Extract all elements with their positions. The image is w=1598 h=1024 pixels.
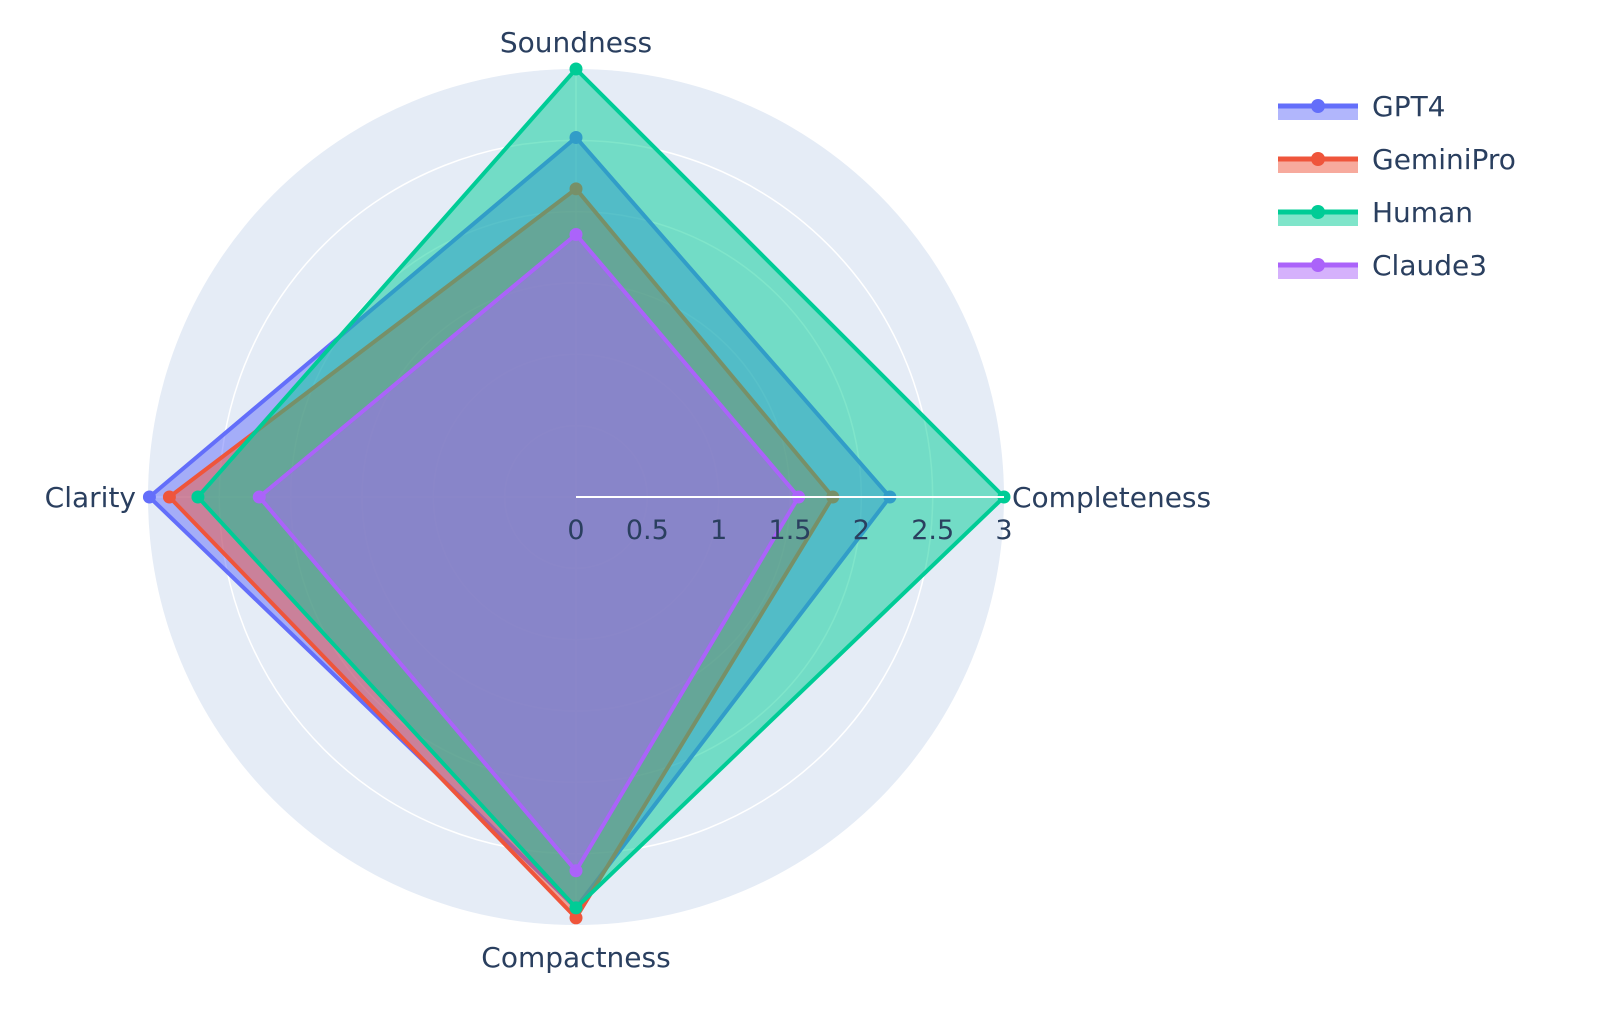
angular-labels: Completeness Soundness Clarity Compactness [45,26,1211,974]
radial-tick-label: 1 [710,515,727,546]
angular-label-completeness: Completeness [1012,481,1211,514]
angular-label-compactness: Compactness [481,941,670,974]
data-point-human-compactness[interactable] [569,901,583,915]
trace-claude3 [252,227,806,878]
legend-item-geminipro[interactable]: GeminiPro [1278,143,1516,176]
radial-tick-label: 1.5 [769,515,812,546]
legend-label: Claude3 [1372,249,1487,282]
traces [142,62,1011,925]
radial-axis: 0 0.5 1 1.5 2 2.5 3 [567,496,1013,546]
legend-item-gpt4[interactable]: GPT4 [1278,90,1446,123]
legend-item-claude3[interactable]: Claude3 [1278,249,1487,282]
data-point-claude3-soundness[interactable] [569,227,583,241]
legend-label: GPT4 [1372,90,1446,123]
radial-tick-label: 0 [567,515,584,546]
legend-label: Human [1372,196,1473,229]
legend-marker [1311,152,1325,166]
data-point-claude3-clarity[interactable] [252,490,266,504]
radial-tick-label: 2 [853,515,870,546]
data-point-human-clarity[interactable] [191,490,205,504]
radial-tick-label: 0.5 [626,515,669,546]
radial-tick-label: 2.5 [911,515,954,546]
legend-marker [1311,99,1325,113]
data-point-human-soundness[interactable] [569,62,583,76]
data-point-geminipro-compactness[interactable] [569,911,583,925]
legend-marker [1311,258,1325,272]
data-point-geminipro-clarity[interactable] [162,490,176,504]
radial-tick-label: 3 [995,515,1012,546]
legend-item-human[interactable]: Human [1278,196,1473,229]
legend[interactable]: GPT4 GeminiPro Human Claude3 [1278,90,1516,282]
legend-label: GeminiPro [1372,143,1516,176]
angular-label-clarity: Clarity [45,481,136,514]
data-point-claude3-compactness[interactable] [569,864,583,878]
legend-marker [1311,205,1325,219]
angular-label-soundness: Soundness [500,26,652,59]
data-point-gpt4-clarity[interactable] [142,490,156,504]
